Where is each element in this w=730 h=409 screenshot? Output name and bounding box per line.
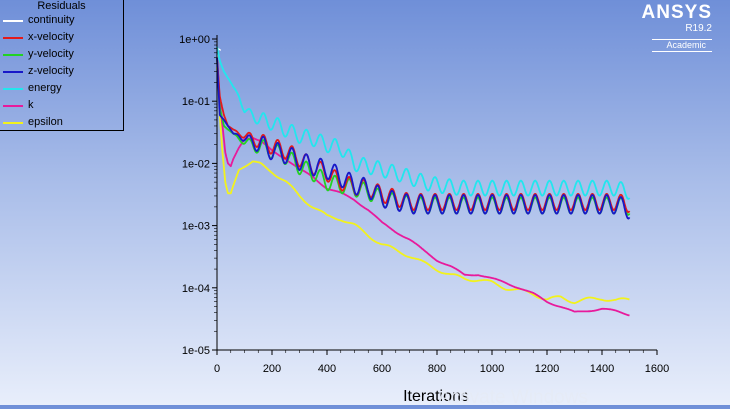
x-tick-label: 0: [214, 363, 220, 375]
x-tick-label: 1000: [480, 363, 504, 375]
legend-label: z-velocity: [28, 65, 74, 77]
x-tick-label: 1200: [535, 363, 559, 375]
legend-swatch: [3, 37, 23, 39]
y-tick-label: 1e-03: [182, 221, 210, 233]
y-tick-label: 1e-02: [182, 158, 210, 170]
series-group: [216, 46, 631, 317]
series-line-epsilon: [216, 67, 630, 305]
brand-name: ANSYS: [641, 2, 712, 23]
axes: 1e+00 1e-01 1e-02 1e-03 1e-04 1e-05 0 200 400 600…: [179, 34, 669, 375]
legend-title: Residuals: [37, 0, 86, 12]
x-tick-label: 1400: [590, 363, 614, 375]
legend: Residuals continuity x-velocity y-velocity…: [0, 0, 124, 131]
y-tick-label: 1e-01: [182, 96, 210, 108]
legend-swatch: [3, 122, 23, 124]
activate-windows-watermark: Activate Windows: [438, 387, 588, 408]
legend-label: k: [28, 99, 34, 111]
legend-label: y-velocity: [28, 48, 74, 60]
x-tick-label: 1600: [645, 363, 669, 375]
x-tick-label: 800: [428, 363, 446, 375]
legend-swatch: [3, 54, 23, 56]
brand-version: R19.2: [685, 23, 712, 34]
brand-edition: Academic: [652, 39, 712, 52]
legend-label: energy: [28, 82, 62, 94]
legend-label: epsilon: [28, 116, 63, 128]
y-tick-label: 1e+00: [179, 34, 210, 46]
series-line-k: [216, 57, 630, 317]
legend-label: continuity: [28, 14, 75, 26]
x-tick-label: 200: [263, 363, 281, 375]
legend-swatch: [3, 88, 23, 90]
legend-swatch: [3, 105, 23, 107]
x-axis-label: Iterations: [403, 388, 469, 405]
series-line-energy: [216, 46, 631, 200]
y-tick-label: 1e-05: [182, 345, 210, 357]
ansys-logo: ANSYS R19.2 Academic: [632, 3, 712, 53]
x-tick-label: 400: [318, 363, 336, 375]
y-tick-label: 1e-04: [182, 283, 210, 295]
legend-swatch: [3, 71, 23, 73]
legend-label: x-velocity: [28, 31, 74, 43]
legend-swatch: [3, 20, 23, 22]
x-tick-label: 600: [373, 363, 391, 375]
series-line-z-velocity: [216, 57, 631, 220]
